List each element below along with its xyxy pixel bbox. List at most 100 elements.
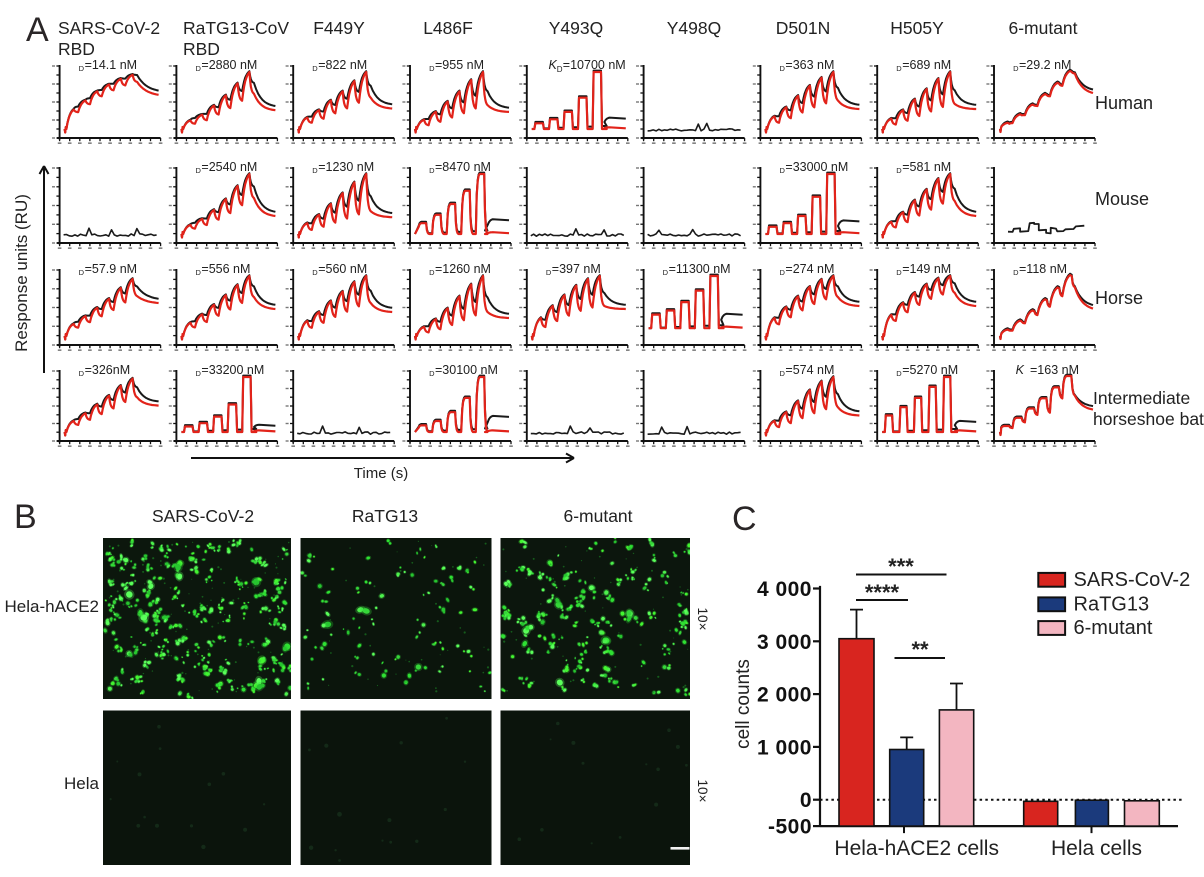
svg-text:10×: 10× (695, 780, 710, 803)
svg-text:RBD: RBD (58, 39, 95, 59)
svg-text:K: K (1016, 363, 1025, 377)
svg-text:D: D (663, 268, 669, 277)
svg-text:=2880 nM: =2880 nM (201, 58, 257, 72)
svg-text:Mouse: Mouse (1095, 189, 1149, 209)
svg-text:D: D (195, 166, 201, 175)
svg-text:D: D (1013, 64, 1019, 73)
svg-text:D: D (779, 64, 785, 73)
svg-text:F449Y: F449Y (313, 18, 365, 38)
svg-text:B: B (14, 498, 37, 536)
svg-text:D: D (312, 64, 318, 73)
svg-text:Hela: Hela (64, 774, 100, 793)
svg-text:1 000: 1 000 (757, 736, 812, 759)
svg-text:=11300 nM: =11300 nM (669, 262, 731, 276)
svg-text:Hela cells: Hela cells (1051, 837, 1142, 860)
svg-text:=581 nM: =581 nM (902, 160, 951, 174)
svg-text:D: D (195, 369, 201, 378)
svg-text:D: D (312, 166, 318, 175)
svg-text:SARS-CoV-2: SARS-CoV-2 (152, 506, 254, 526)
svg-text:=33000 nM: =33000 nM (785, 160, 848, 174)
svg-text:Horse: Horse (1095, 288, 1143, 308)
svg-text:D: D (79, 268, 85, 277)
svg-text:=1260 nM: =1260 nM (435, 262, 491, 276)
svg-text:D: D (557, 65, 563, 74)
svg-text:6-mutant: 6-mutant (1074, 617, 1153, 639)
svg-text:D: D (429, 369, 435, 378)
svg-text:L486F: L486F (423, 18, 473, 38)
svg-text:cell counts: cell counts (733, 659, 754, 749)
svg-text:=5270 nM: =5270 nM (902, 363, 958, 377)
svg-text:Intermediate: Intermediate (1093, 388, 1190, 408)
svg-text:D: D (429, 166, 435, 175)
svg-text:RBD: RBD (183, 39, 220, 59)
svg-text:=574 nM: =574 nM (785, 363, 834, 377)
svg-text:D: D (779, 268, 785, 277)
svg-text:=689 nM: =689 nM (902, 58, 951, 72)
svg-text:RaTG13-CoV: RaTG13-CoV (183, 18, 289, 38)
svg-text:Y493Q: Y493Q (549, 18, 603, 38)
svg-text:D: D (79, 369, 85, 378)
svg-text:D: D (779, 166, 785, 175)
svg-text:D: D (195, 64, 201, 73)
svg-text:D: D (79, 64, 85, 73)
svg-text:**: ** (911, 637, 929, 662)
svg-text:=29.2 nM: =29.2 nM (1019, 58, 1071, 72)
svg-text:H505Y: H505Y (890, 18, 944, 38)
svg-text:D: D (896, 369, 902, 378)
svg-text:D: D (429, 268, 435, 277)
svg-text:=30100 nM: =30100 nM (435, 363, 498, 377)
svg-text:=560 nM: =560 nM (318, 262, 367, 276)
svg-text:10×: 10× (695, 608, 710, 631)
svg-text:D: D (779, 369, 785, 378)
svg-text:=326nM: =326nM (85, 363, 131, 377)
svg-text:6-mutant: 6-mutant (1008, 18, 1077, 38)
svg-text:SARS-CoV-2: SARS-CoV-2 (1074, 569, 1191, 591)
svg-text:D: D (429, 64, 435, 73)
svg-text:horseshoe bat: horseshoe bat (1093, 409, 1204, 429)
svg-text:=10700 nM: =10700 nM (563, 58, 626, 72)
svg-text:-500: -500 (768, 816, 812, 839)
svg-text:C: C (732, 500, 757, 538)
svg-text:Hela-hACE2: Hela-hACE2 (5, 597, 100, 616)
svg-text:=8470 nM: =8470 nM (435, 160, 491, 174)
svg-text:=556 nM: =556 nM (201, 262, 250, 276)
svg-text:2 000: 2 000 (757, 684, 812, 707)
svg-text:D: D (1013, 268, 1019, 277)
svg-text:=33200 nM: =33200 nM (201, 363, 264, 377)
svg-text:****: **** (865, 580, 900, 605)
svg-text:RaTG13: RaTG13 (1074, 593, 1150, 615)
svg-text:D: D (896, 268, 902, 277)
svg-text:=2540 nM: =2540 nM (201, 160, 257, 174)
svg-text:=118 nM: =118 nM (1019, 262, 1067, 276)
svg-text:RaTG13: RaTG13 (352, 506, 418, 526)
svg-text:0: 0 (800, 789, 812, 812)
svg-text:D: D (896, 166, 902, 175)
svg-text:=397 nM: =397 nM (552, 262, 601, 276)
svg-text:=822 nM: =822 nM (318, 58, 367, 72)
svg-text:6-mutant: 6-mutant (563, 506, 632, 526)
svg-text:Time (s): Time (s) (354, 465, 408, 482)
svg-text:3 000: 3 000 (757, 631, 812, 654)
svg-text:=149 nM: =149 nM (902, 262, 951, 276)
svg-text:=955 nM: =955 nM (435, 58, 484, 72)
svg-text:D: D (195, 268, 201, 277)
svg-text:Response units (RU): Response units (RU) (12, 194, 31, 352)
svg-text:Y498Q: Y498Q (667, 18, 721, 38)
svg-text:=163 nM: =163 nM (1030, 363, 1079, 377)
svg-text:D501N: D501N (776, 18, 830, 38)
svg-text:Human: Human (1095, 93, 1153, 113)
svg-text:SARS-CoV-2: SARS-CoV-2 (58, 18, 160, 38)
svg-text:=57.9 nM: =57.9 nM (85, 262, 137, 276)
svg-text:D: D (896, 64, 902, 73)
svg-text:=14.1 nM: =14.1 nM (85, 58, 137, 72)
svg-text:D: D (546, 268, 552, 277)
svg-text:D: D (312, 268, 318, 277)
svg-text:***: *** (888, 554, 914, 579)
svg-text:=363 nM: =363 nM (785, 58, 834, 72)
svg-text:K: K (548, 58, 557, 72)
svg-text:Hela-hACE2 cells: Hela-hACE2 cells (834, 837, 999, 860)
svg-text:=1230 nM: =1230 nM (318, 160, 374, 174)
svg-text:4 000: 4 000 (757, 578, 812, 601)
svg-text:A: A (26, 11, 49, 49)
svg-text:=274 nM: =274 nM (785, 262, 834, 276)
